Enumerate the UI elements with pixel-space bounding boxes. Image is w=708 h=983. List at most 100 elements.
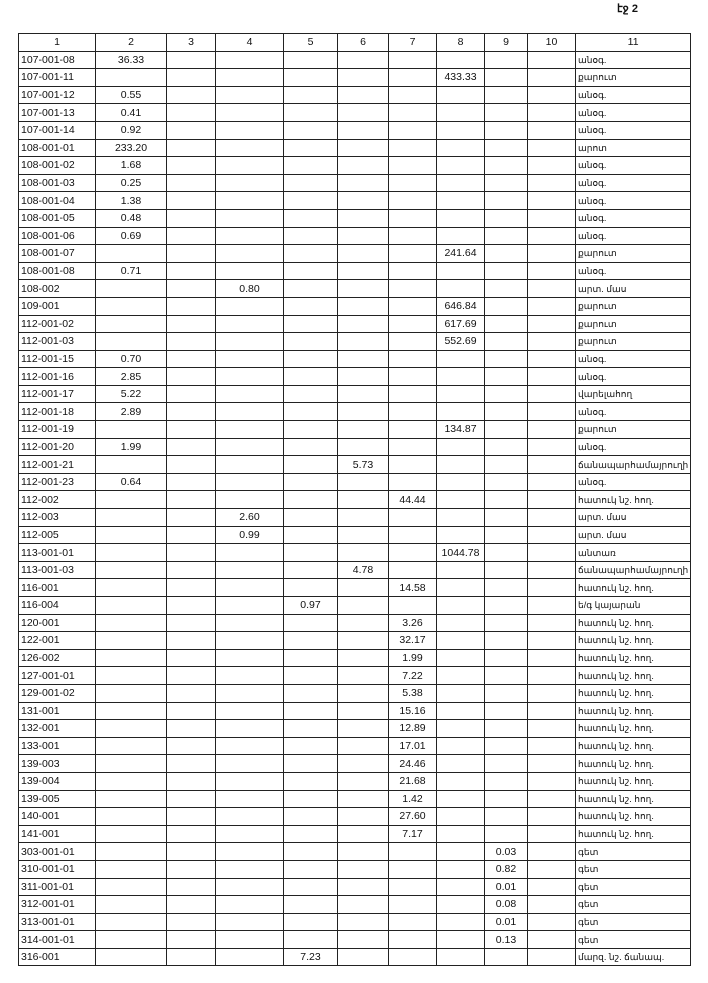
value-cell-col-4 [215, 666, 284, 685]
table-row: 113-001-01 1044.78 անտառ [18, 543, 692, 562]
value-cell-col-8 [436, 596, 485, 615]
value-cell-col-3 [166, 244, 216, 263]
value-cell-col-8 [436, 736, 485, 756]
value-cell-col-8 [436, 578, 485, 597]
value-cell-col-8 [436, 525, 485, 545]
value-cell-col-2 [95, 296, 167, 316]
value-cell-col-10 [527, 349, 576, 369]
value-cell-col-9 [484, 261, 528, 281]
value-cell-col-4: 0.80 [215, 279, 284, 298]
table-row: 109-001 646.84 քարուտ [18, 296, 692, 316]
parcel-code-cell: 120-001 [18, 613, 96, 633]
value-cell-col-4 [215, 296, 284, 316]
table-row: 107-001-12 0.55 անօգ. [18, 85, 692, 105]
value-cell-col-7: 32.17 [388, 631, 437, 650]
value-cell-col-3 [166, 631, 216, 650]
value-cell-col-10 [527, 85, 576, 105]
column-header-10: 10 [527, 33, 576, 52]
value-cell-col-8 [436, 437, 485, 457]
land-type-cell: անօգ. [574, 261, 692, 281]
value-cell-col-9 [484, 719, 528, 738]
value-cell-col-9 [484, 947, 528, 967]
value-cell-col-3 [166, 349, 216, 369]
value-cell-col-7 [388, 50, 437, 70]
value-cell-col-6 [337, 807, 389, 826]
value-cell-col-3 [166, 332, 216, 351]
value-cell-col-9 [484, 384, 528, 404]
land-type-cell: հատուկ նշ. հող. [574, 701, 692, 721]
column-header-1: 1 [18, 33, 96, 52]
value-cell-col-7: 14.58 [388, 578, 437, 597]
value-cell-col-2 [95, 648, 167, 668]
value-cell-col-4 [215, 226, 284, 246]
value-cell-col-8 [436, 842, 485, 861]
value-cell-col-5 [283, 332, 338, 351]
value-cell-col-7 [388, 930, 437, 949]
land-type-cell: քարուտ [574, 296, 692, 316]
value-cell-col-7: 24.46 [388, 754, 437, 773]
value-cell-col-8 [436, 877, 485, 897]
land-type-cell: անօգ. [574, 191, 692, 210]
value-cell-col-2 [95, 719, 167, 738]
value-cell-col-9 [484, 437, 528, 457]
parcel-code-cell: 122-001 [18, 631, 96, 650]
value-cell-col-9 [484, 631, 528, 650]
value-cell-col-6 [337, 736, 389, 756]
value-cell-col-7 [388, 296, 437, 316]
value-cell-col-2 [95, 930, 167, 949]
value-cell-col-5 [283, 173, 338, 193]
parcel-code-cell: 107-001-14 [18, 120, 96, 140]
value-cell-col-4 [215, 631, 284, 650]
value-cell-col-7: 7.22 [388, 666, 437, 685]
parcel-code-cell: 112-001-16 [18, 367, 96, 386]
value-cell-col-4 [215, 912, 284, 932]
value-cell-col-5 [283, 560, 338, 580]
column-header-5: 5 [283, 33, 338, 52]
land-type-cell: անօգ. [574, 156, 692, 175]
table-row: 108-001-06 0.69 անօգ. [18, 226, 692, 246]
value-cell-col-2 [95, 824, 167, 844]
parcel-code-cell: 108-001-07 [18, 244, 96, 263]
land-type-cell: գետ [574, 877, 692, 897]
value-cell-col-5 [283, 736, 338, 756]
value-cell-col-10 [527, 420, 576, 439]
value-cell-col-9 [484, 296, 528, 316]
value-cell-col-9 [484, 138, 528, 158]
value-cell-col-9: 0.03 [484, 842, 528, 861]
value-cell-col-5 [283, 719, 338, 738]
value-cell-col-8 [436, 472, 485, 492]
value-cell-col-9 [484, 191, 528, 210]
value-cell-col-5 [283, 472, 338, 492]
value-cell-col-9 [484, 367, 528, 386]
value-cell-col-5 [283, 156, 338, 175]
value-cell-col-6 [337, 754, 389, 773]
value-cell-col-5 [283, 191, 338, 210]
land-type-cell: հատուկ նշ. հող. [574, 490, 692, 510]
value-cell-col-4 [215, 455, 284, 474]
value-cell-col-9 [484, 349, 528, 369]
land-type-cell: քարուտ [574, 68, 692, 87]
value-cell-col-5 [283, 824, 338, 844]
value-cell-col-10 [527, 156, 576, 175]
land-type-cell: անօգ. [574, 437, 692, 457]
value-cell-col-2 [95, 789, 167, 809]
table-row: 108-001-01 233.20 արոտ [18, 138, 692, 158]
land-type-cell: քարուտ [574, 314, 692, 334]
value-cell-col-6 [337, 859, 389, 879]
value-cell-col-8 [436, 912, 485, 932]
value-cell-col-6 [337, 842, 389, 861]
table-header-row: 1 2 3 4 5 6 7 8 9 10 11 [18, 33, 692, 52]
value-cell-col-7 [388, 314, 437, 334]
value-cell-col-2 [95, 842, 167, 861]
land-type-cell: հատուկ նշ. հող. [574, 789, 692, 809]
table-row: 112-001-16 2.85 անօգ. [18, 367, 692, 386]
value-cell-col-4 [215, 930, 284, 949]
value-cell-col-2 [95, 912, 167, 932]
land-type-cell: քարուտ [574, 420, 692, 439]
value-cell-col-2: 5.22 [95, 384, 167, 404]
value-cell-col-9 [484, 701, 528, 721]
value-cell-col-8 [436, 930, 485, 949]
value-cell-col-4 [215, 367, 284, 386]
value-cell-col-4 [215, 402, 284, 422]
value-cell-col-7 [388, 508, 437, 527]
